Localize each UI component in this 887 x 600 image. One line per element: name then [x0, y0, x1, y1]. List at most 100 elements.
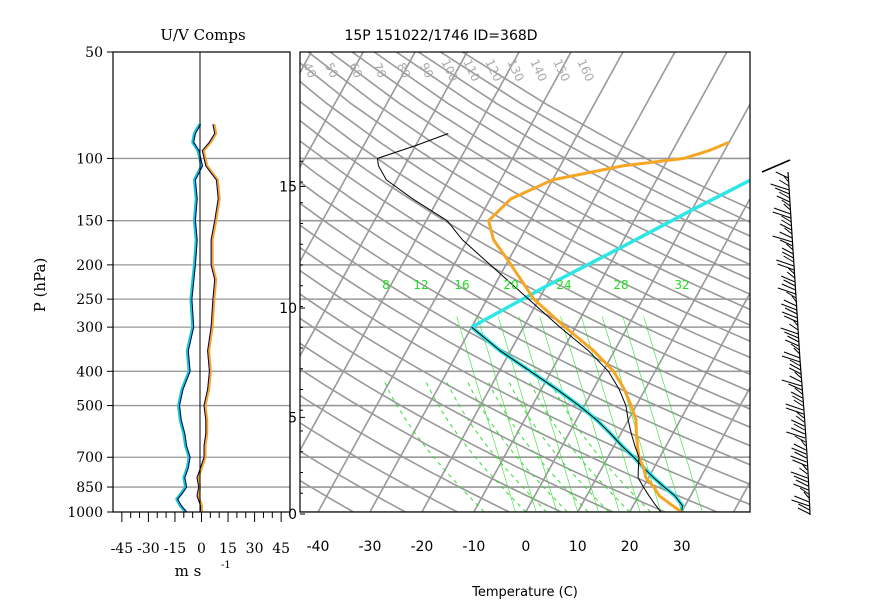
wind-barb — [778, 191, 790, 199]
skewt-dry-adiabat-label: 80 — [394, 60, 413, 80]
uv-y-tick-label: 100 — [76, 151, 103, 167]
uv-y-tick-label: 1000 — [67, 505, 103, 521]
wind-barb — [774, 187, 790, 195]
wind-barb — [803, 491, 810, 499]
skewt-dry-adiabat — [300, 269, 750, 506]
wind-barb — [793, 475, 809, 483]
skewt-dry-adiabat — [300, 450, 408, 512]
skewt-dry-adiabat — [300, 421, 460, 512]
wind-barb — [778, 179, 790, 187]
skewt-plot-frame — [299, 51, 751, 513]
uv-y-tick-label: 850 — [76, 480, 103, 496]
skewt-dry-adiabat-label: 100 — [438, 57, 460, 84]
skewt-mixing-ratio-label: 28 — [613, 278, 628, 292]
skewt-isotherm — [300, 52, 365, 169]
wind-barb — [790, 391, 803, 399]
skewt-mixing-ratio-line — [643, 316, 703, 512]
wind-barb — [793, 347, 801, 355]
uv-y-tick-label: 400 — [76, 364, 103, 380]
uv-y-tick-label: 150 — [76, 214, 103, 230]
skewt-dry-adiabat-label: 60 — [346, 60, 365, 80]
wind-barb — [786, 271, 796, 279]
wind-barb — [781, 311, 798, 319]
skewt-isotherm — [680, 385, 750, 512]
skewt-dry-adiabat — [300, 246, 750, 486]
skewt-mixing-ratio-line — [601, 316, 662, 512]
skewt-dry-adiabat — [300, 368, 564, 512]
skewt-dry-adiabat — [300, 479, 356, 512]
wind-barb — [792, 319, 799, 327]
skewt-isotherm — [0, 18, 122, 520]
uv-x-axis-label: m s — [175, 562, 202, 580]
skewt-dry-adiabat — [300, 224, 750, 466]
skewt-x-tick-label: 30 — [673, 539, 691, 555]
wind-barb — [772, 235, 793, 243]
uv-x-tick-label: -45 — [111, 541, 134, 557]
skewt-isotherm — [300, 52, 469, 358]
skewt-isotherm — [420, 52, 676, 512]
wind-barb — [783, 203, 791, 211]
skewt-temperature-curve — [487, 140, 730, 512]
skewt-dry-adiabat — [300, 317, 668, 512]
wind-barb — [779, 231, 793, 239]
wind-barb — [785, 403, 804, 411]
uv-x-tick-label: -30 — [137, 541, 160, 557]
wind-barb — [779, 223, 792, 231]
wind-barb — [783, 351, 801, 359]
skewt-dry-adiabat — [300, 100, 750, 359]
skewt-isotherm — [732, 480, 750, 512]
skewt-x-tick-label: 0 — [521, 539, 530, 555]
wind-barb — [786, 291, 797, 299]
wind-barb — [799, 487, 809, 495]
wind-barb — [791, 295, 797, 303]
wind-barb — [784, 227, 793, 235]
uv-x-axis-label-exponent: -1 — [221, 560, 231, 571]
skewt-mixing-ratio-label: 24 — [556, 278, 571, 292]
skewt-mixing-ratio-line — [539, 316, 599, 512]
wind-barb — [795, 415, 805, 423]
uv-y-tick-label: 200 — [76, 258, 103, 274]
wind-barb — [789, 359, 801, 367]
uv-x-tick-label: -15 — [164, 541, 187, 557]
skewt-moist-adiabat — [444, 378, 547, 512]
wind-barb — [777, 287, 796, 295]
wind-barb — [799, 467, 808, 475]
skewt-dry-adiabat — [351, 52, 750, 281]
wind-barbs-column — [761, 159, 811, 516]
wind-barb — [784, 339, 800, 347]
skewt-x-tick-label: -30 — [359, 539, 382, 555]
wind-barb — [779, 239, 793, 247]
skewt-dry-adiabat — [300, 394, 512, 512]
wind-barb — [794, 495, 810, 503]
skewt-dry-adiabat — [300, 80, 750, 342]
wind-barb — [794, 451, 807, 459]
uv-x-tick-label: 45 — [272, 541, 290, 557]
wind-barb — [783, 175, 790, 183]
uv-v-series-line — [175, 123, 203, 513]
wind-barb — [793, 483, 809, 491]
wind-barb — [789, 375, 802, 383]
skewt-height-tick-label: 0 — [288, 507, 297, 523]
uv-u-series-line — [196, 123, 221, 512]
skewt-background-grid — [0, 18, 750, 520]
skewt-dewpoint-curve — [376, 133, 662, 512]
skewt-x-tick-label: 10 — [569, 539, 587, 555]
skewt-dry-adiabat — [300, 180, 750, 428]
wind-barb — [789, 367, 802, 375]
wind-barb — [783, 279, 796, 287]
skewt-mixing-ratio-label: 20 — [503, 278, 518, 292]
uv-y-tick-label: 300 — [76, 320, 103, 336]
wind-barb — [790, 427, 806, 435]
wind-barb — [781, 219, 792, 227]
skewt-chart-title: 15P 151022/1746 ID=368D — [344, 28, 537, 44]
skewt-dry-adiabat — [373, 52, 750, 266]
skewt-dry-adiabat — [300, 139, 750, 393]
uv-y-tick-label: 500 — [76, 399, 103, 415]
wind-barb — [761, 159, 791, 173]
wind-barb — [770, 183, 790, 191]
wind-barb — [788, 383, 803, 391]
wind-barb — [783, 299, 797, 307]
